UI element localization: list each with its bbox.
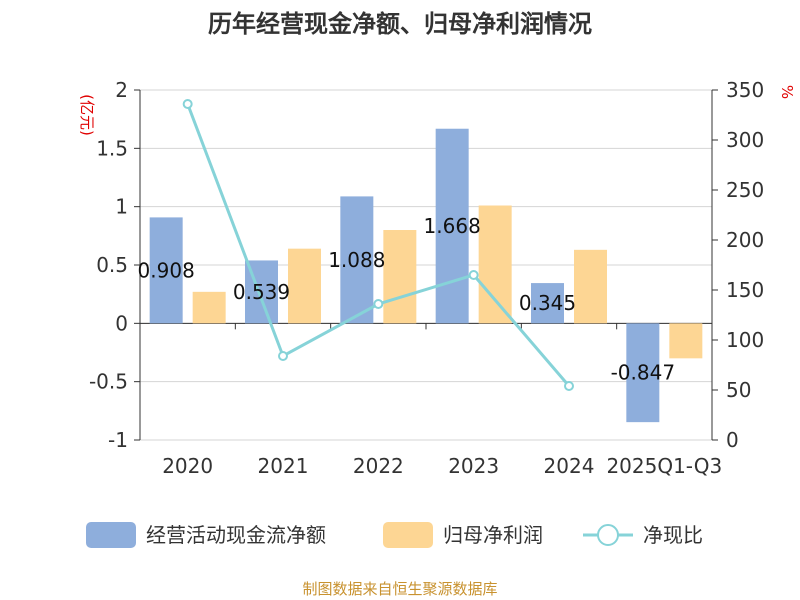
data-label: 0.345 — [519, 291, 576, 315]
x-tick-label: 2025Q1-Q3 — [606, 454, 722, 478]
ratio-point — [278, 351, 288, 361]
data-label: 1.088 — [328, 248, 385, 272]
legend[interactable]: 经营活动现金流净额 归母净利润 净现比 — [86, 522, 703, 548]
net-profit-bar — [192, 291, 226, 324]
data-label: 0.539 — [233, 280, 290, 304]
x-tick-label: 2021 — [258, 454, 309, 478]
ratio-line — [182, 99, 574, 391]
x-tick-label: 2022 — [353, 454, 404, 478]
right-axis-unit: % — [778, 85, 796, 99]
net-profit-bar — [478, 205, 512, 324]
chart-title: 历年经营现金净额、归母净利润情况 — [208, 10, 592, 38]
legend-swatch — [86, 522, 136, 548]
net-profit-bar — [574, 249, 607, 324]
legend-item-net-profit[interactable]: 归母净利润 — [383, 522, 543, 548]
left-tick-label: 1 — [115, 195, 128, 219]
left-tick-label: 0.5 — [96, 253, 128, 277]
legend-swatch — [383, 522, 433, 548]
left-tick-label: -1 — [108, 428, 128, 452]
grid — [140, 89, 712, 441]
legend-item-cashflow[interactable]: 经营活动现金流净额 — [86, 522, 326, 548]
ratio-line-path — [186, 103, 571, 387]
ratio-point — [564, 381, 574, 391]
right-tick-label: 350 — [726, 78, 764, 102]
left-tick-label: 2 — [115, 78, 128, 102]
right-tick-label: 250 — [726, 178, 764, 202]
legend-item-ratio[interactable]: 净现比 — [583, 523, 703, 547]
net-profit-bar — [288, 248, 321, 324]
source-note: 制图数据来自恒生聚源数据库 — [302, 580, 497, 598]
ratio-point — [468, 270, 479, 280]
data-label: 1.668 — [424, 214, 481, 238]
ratio-point — [373, 299, 384, 309]
right-tick-label: 300 — [726, 128, 764, 152]
cashflow-bar — [626, 323, 660, 423]
x-tick-label: 2023 — [448, 454, 499, 478]
legend-label: 净现比 — [643, 523, 703, 547]
x-tick-label: 2020 — [162, 454, 213, 478]
right-tick-label: 100 — [726, 328, 764, 352]
net-profit-bar — [669, 323, 703, 359]
right-tick-label: 0 — [726, 428, 739, 452]
left-axis-unit: (亿元) — [78, 94, 96, 136]
legend-marker — [597, 524, 619, 546]
cashflow-bar — [340, 196, 374, 324]
right-tick-label: 50 — [726, 378, 751, 402]
right-tick-label: 200 — [726, 228, 764, 252]
bars — [149, 128, 703, 423]
data-labels: 0.908 0.539 1.088 1.668 0.345 -0.847 — [138, 214, 676, 385]
axes: -1 -0.5 0 0.5 1 1.5 2 0 50 100 150 200 250 300 350 2020… — [89, 78, 764, 478]
left-tick-label: -0.5 — [89, 370, 128, 394]
data-label: 0.908 — [138, 258, 195, 282]
cashflow-bar — [149, 217, 183, 324]
right-tick-label: 150 — [726, 278, 764, 302]
data-label: -0.847 — [611, 361, 675, 385]
cashflow-bar — [435, 128, 469, 324]
ratio-point — [182, 99, 193, 109]
legend-label: 经营活动现金流净额 — [146, 523, 326, 547]
x-tick-label: 2024 — [544, 454, 595, 478]
legend-label: 归母净利润 — [443, 523, 543, 547]
cashflow-bar — [531, 283, 564, 324]
left-tick-label: 1.5 — [96, 136, 128, 160]
left-tick-label: 0 — [115, 311, 128, 335]
net-profit-bar — [383, 230, 417, 324]
